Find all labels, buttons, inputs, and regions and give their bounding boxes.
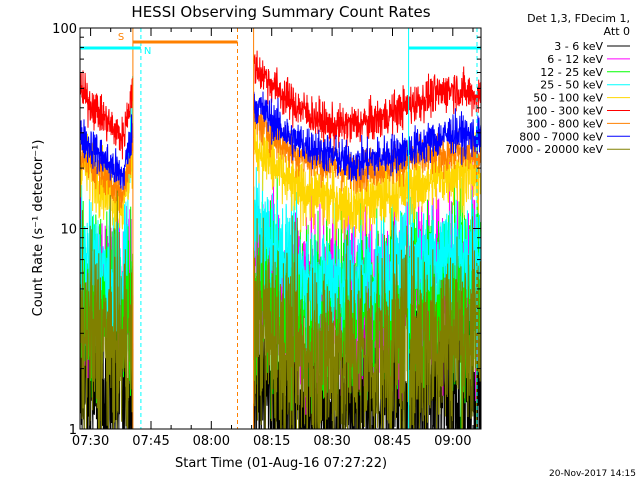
axes: 07:30 07:45 08:00 08:15 08:30 08:45 09:00 1 10 10… [52, 22, 481, 449]
x-tick-label-6: 09:00 [434, 434, 471, 449]
legend-label-3: 25 - 50 keV [540, 79, 603, 92]
x-tick-label-4: 08:30 [313, 434, 350, 449]
x-tick-label-0: 07:30 [72, 434, 109, 449]
legend-label-6: 300 - 800 keV [526, 117, 603, 130]
x-axis-label: Start Time (01-Aug-16 07:27:22) [175, 456, 387, 471]
y-tick-label-2: 100 [52, 22, 77, 37]
legend-label-1: 6 - 12 keV [547, 53, 603, 66]
legend-label-2: 12 - 25 keV [540, 66, 603, 79]
flag-label-1: N [144, 46, 151, 57]
flag-label-0: S [118, 32, 124, 43]
plot-area: SN [79, 28, 482, 430]
legend-label-0: 3 - 6 keV [554, 40, 603, 53]
legend-header-0: Det 1,3, FDecim 1, [527, 12, 630, 25]
legend-label-5: 100 - 300 keV [526, 105, 603, 118]
series-line-8 [79, 190, 482, 430]
series-line-5 [79, 50, 482, 160]
y-axis-label: Count Rate (s⁻¹ detector⁻¹) [31, 140, 46, 317]
timestamp: 20-Nov-2017 14:15 [549, 469, 636, 479]
y-tick-label-0: 1 [69, 423, 77, 438]
legend-label-4: 50 - 100 keV [533, 92, 603, 105]
legend-label-8: 7000 - 20000 keV [505, 143, 603, 156]
series-line-7 [79, 91, 482, 190]
x-tick-label-1: 07:45 [132, 434, 169, 449]
x-tick-label-2: 08:00 [193, 434, 230, 449]
legend-label-7: 800 - 7000 keV [519, 130, 603, 143]
x-tick-label-5: 08:45 [374, 434, 411, 449]
chart-title: HESSI Observing Summary Count Rates [131, 3, 430, 21]
x-tick-label-3: 08:15 [253, 434, 290, 449]
y-tick-label-1: 10 [60, 223, 77, 238]
legend-header-1: Att 0 [604, 25, 630, 38]
